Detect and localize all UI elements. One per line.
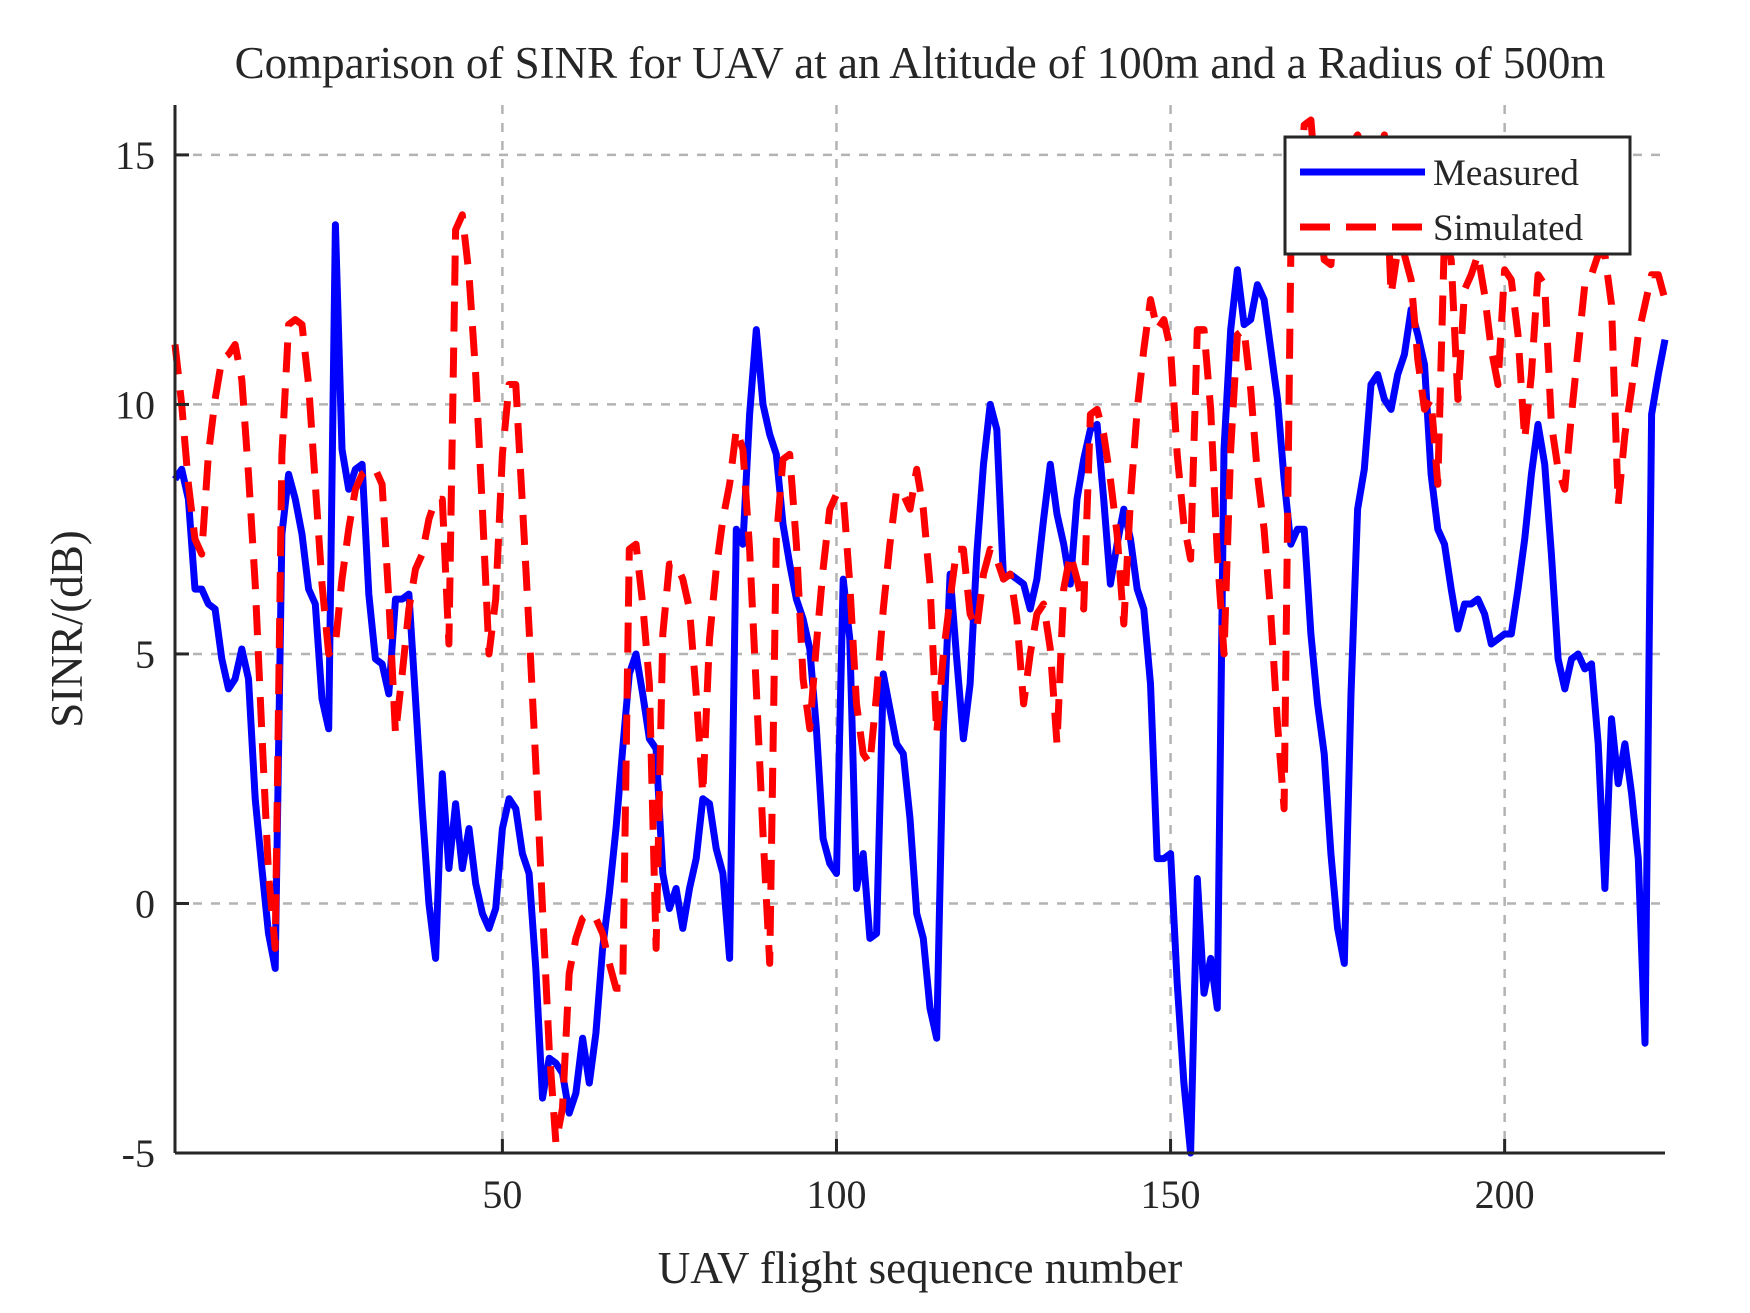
- y-tick-label-0: 0: [135, 881, 155, 926]
- x-tick-label-150: 150: [1141, 1172, 1201, 1217]
- plot-background: [175, 105, 1665, 1153]
- y-tick-label--5: -5: [122, 1131, 155, 1176]
- legend-measured-label: Measured: [1433, 153, 1579, 194]
- legend-simulated-label: Simulated: [1433, 208, 1584, 249]
- x-tick-label-100: 100: [806, 1172, 866, 1217]
- y-tick-label-15: 15: [115, 133, 155, 178]
- x-tick-label-200: 200: [1475, 1172, 1535, 1217]
- chart-title: Comparison of SINR for UAV at an Altitud…: [235, 38, 1606, 88]
- y-axis-label: SINR/(dB): [42, 530, 92, 728]
- y-tick-label-5: 5: [135, 632, 155, 677]
- x-axis-label: UAV flight sequence number: [658, 1243, 1183, 1293]
- simulated-series-line: [171, 116, 1669, 1147]
- measured-series-line: [172, 221, 1669, 1157]
- legend: Measured Simulated: [1283, 135, 1632, 256]
- x-tick-label-50: 50: [482, 1172, 522, 1217]
- plot-area: 50 100 150 200 -5 0 5 10 15: [115, 105, 1669, 1217]
- y-tick-label-10: 10: [115, 382, 155, 427]
- legend-box: [1283, 135, 1632, 256]
